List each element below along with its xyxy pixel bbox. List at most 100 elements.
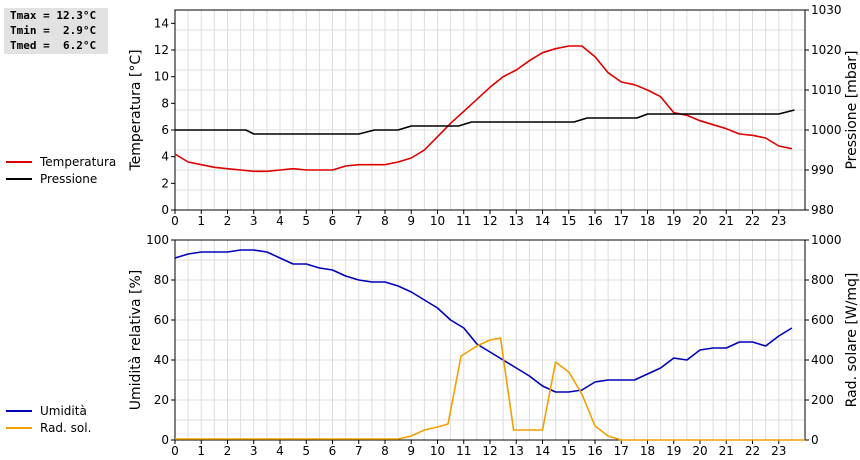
x-tick-label: 17: [614, 214, 629, 228]
x-tick-label: 4: [276, 444, 284, 458]
y2-tick-label: 980: [811, 203, 834, 217]
y-tick-label: 8: [161, 96, 169, 110]
y-tick-label: 2: [161, 176, 169, 190]
legend-item: Umidità: [6, 402, 91, 419]
legend-item: Temperatura: [6, 153, 116, 170]
y-tick-label: 40: [154, 353, 169, 367]
legend-label: Rad. sol.: [40, 420, 92, 435]
y2-tick-label: 200: [811, 393, 834, 407]
legend-swatch-umidita: [6, 409, 32, 412]
x-tick-label: 19: [666, 444, 681, 458]
grid-0: [174, 9, 806, 211]
y-axis-label: Temperatura [°C]: [128, 49, 144, 171]
x-tick-label: 12: [482, 444, 497, 458]
legend-swatch-pressione: [6, 177, 32, 180]
x-tick-label: 9: [407, 214, 415, 228]
x-tick-label: 11: [456, 214, 471, 228]
legend-label: Temperatura: [40, 154, 117, 169]
x-tick-label: 15: [561, 444, 576, 458]
x-tick-label: 8: [381, 444, 389, 458]
x-tick-label: 12: [482, 214, 497, 228]
x-tick-label: 10: [430, 214, 445, 228]
x-tick-label: 16: [587, 214, 602, 228]
y-tick-label: 20: [154, 393, 169, 407]
x-tick-label: 5: [302, 214, 310, 228]
y-tick-label: 14: [154, 16, 169, 30]
y2-tick-label: 1010: [811, 83, 842, 97]
x-tick-label: 7: [355, 444, 363, 458]
x-tick-label: 22: [745, 214, 760, 228]
legend-swatch-temperatura: [6, 160, 32, 163]
x-tick-label: 17: [614, 444, 629, 458]
legend-swatch-rad-sol: [6, 426, 32, 429]
y2-tick-label: 400: [811, 353, 834, 367]
x-tick-label: 13: [509, 214, 524, 228]
y2-tick-label: 1000: [811, 233, 842, 247]
y2-axis-label: Rad. solare [W/mq]: [844, 273, 860, 408]
legend-bottom: Umidità Rad. sol.: [6, 402, 91, 436]
x-tick-label: 4: [276, 214, 284, 228]
x-tick-label: 5: [302, 444, 310, 458]
y-tick-label: 80: [154, 273, 169, 287]
x-tick-label: 23: [771, 214, 786, 228]
x-tick-label: 3: [250, 214, 258, 228]
y2-axis-label: Pressione [mbar]: [844, 50, 860, 169]
series-line-temperatura: [174, 45, 793, 173]
x-tick-label: 6: [329, 214, 337, 228]
x-tick-label: 6: [329, 444, 337, 458]
x-tick-label: 20: [692, 444, 707, 458]
x-tick-label: 22: [745, 444, 760, 458]
series-line-pressione: [175, 109, 795, 135]
stats-box: Tmax = 12.3°C Tmin = 2.9°C Tmed = 6.2°C: [4, 8, 108, 54]
y-tick-label: 60: [154, 313, 169, 327]
y-tick-label: 100: [146, 233, 169, 247]
x-tick-label: 21: [719, 444, 734, 458]
legend-item: Rad. sol.: [6, 419, 91, 436]
y2-tick-label: 800: [811, 273, 834, 287]
x-tick-label: 0: [171, 444, 179, 458]
legend-label: Umidità: [40, 403, 87, 418]
y2-tick-label: 1020: [811, 43, 842, 57]
x-tick-label: 1: [197, 214, 205, 228]
stats-tmin: Tmin = 2.9°C: [10, 24, 97, 37]
y2-tick-label: 990: [811, 163, 834, 177]
x-tick-label: 14: [535, 444, 550, 458]
x-tick-label: 19: [666, 214, 681, 228]
series-line-rad-sol: [175, 337, 805, 441]
x-tick-label: 10: [430, 444, 445, 458]
y2-tick-label: 1000: [811, 123, 842, 137]
x-tick-label: 9: [407, 444, 415, 458]
x-tick-label: 15: [561, 214, 576, 228]
stats-tmed: Tmed = 6.2°C: [10, 39, 97, 52]
x-tick-label: 7: [355, 214, 363, 228]
stats-tmax: Tmax = 12.3°C: [10, 9, 97, 22]
series-line-umidit: [174, 249, 793, 393]
x-tick-label: 13: [509, 444, 524, 458]
x-tick-label: 18: [640, 444, 655, 458]
y-tick-label: 10: [154, 70, 169, 84]
y-tick-label: 12: [154, 43, 169, 57]
x-tick-label: 2: [224, 444, 232, 458]
x-tick-label: 23: [771, 444, 786, 458]
y-axis-label: Umidità relativa [%]: [128, 270, 144, 411]
y-tick-label: 6: [161, 123, 169, 137]
x-tick-label: 14: [535, 214, 550, 228]
y2-tick-label: 0: [811, 433, 819, 447]
y-tick-label: 4: [161, 150, 169, 164]
x-tick-label: 20: [692, 214, 707, 228]
x-tick-label: 11: [456, 444, 471, 458]
x-tick-label: 1: [197, 444, 205, 458]
x-tick-label: 21: [719, 214, 734, 228]
x-tick-label: 18: [640, 214, 655, 228]
x-tick-label: 3: [250, 444, 258, 458]
legend-item: Pressione: [6, 170, 116, 187]
y-tick-label: 0: [161, 433, 169, 447]
x-tick-label: 16: [587, 444, 602, 458]
y2-tick-label: 1030: [811, 3, 842, 17]
x-tick-label: 0: [171, 214, 179, 228]
y-tick-label: 0: [161, 203, 169, 217]
x-tick-label: 8: [381, 214, 389, 228]
y2-tick-label: 600: [811, 313, 834, 327]
legend-label: Pressione: [40, 171, 98, 186]
